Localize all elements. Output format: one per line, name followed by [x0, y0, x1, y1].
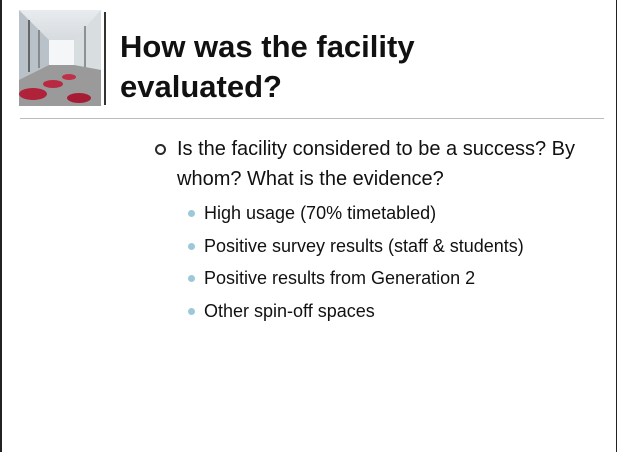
header-photo: [19, 10, 101, 106]
title-rule: [20, 118, 604, 119]
sub-bullet: Other spin-off spaces: [188, 295, 602, 328]
sub-bullet: High usage (70% timetabled): [188, 197, 602, 230]
title-accent-bar: [104, 12, 106, 105]
content: Is the facility considered to be a succe…: [152, 134, 602, 327]
bullet: Is the facility considered to be a succe…: [152, 134, 597, 194]
slide-title: How was the facility evaluated?: [120, 27, 480, 107]
sub-bullet: Positive survey results (staff & student…: [188, 230, 602, 263]
sub-bullet: Positive results from Generation 2: [188, 262, 602, 295]
sub-bullet-list: High usage (70% timetabled)Positive surv…: [152, 197, 602, 327]
slide: How was the facility evaluated? Is the f…: [0, 0, 617, 452]
